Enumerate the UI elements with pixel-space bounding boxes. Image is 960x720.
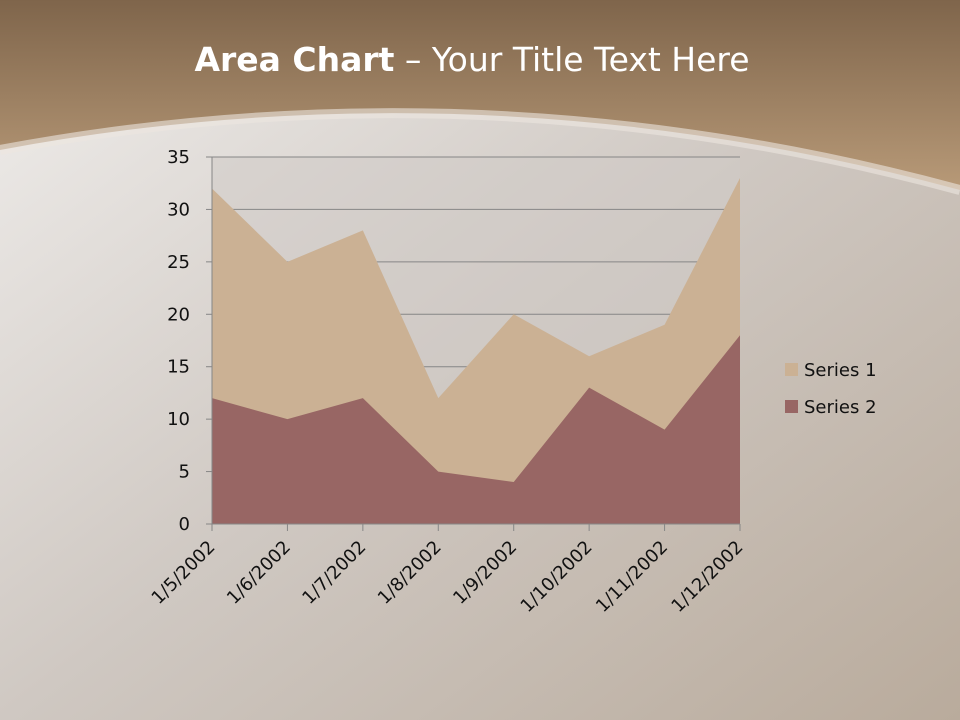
y-tick-label: 35 <box>167 147 190 168</box>
x-tick-label: 1/9/2002 <box>449 537 521 609</box>
area-series-2 <box>212 335 740 524</box>
y-tick-label: 20 <box>167 304 190 325</box>
x-tick-label: 1/7/2002 <box>298 537 370 609</box>
x-tick-label: 1/12/2002 <box>667 537 747 617</box>
y-tick-label: 5 <box>179 462 190 483</box>
legend-label: Series 2 <box>804 397 877 418</box>
legend-swatch <box>785 400 798 413</box>
y-tick-label: 25 <box>167 252 190 273</box>
x-tick-label: 1/5/2002 <box>148 537 220 609</box>
title-rest: – Your Title Text Here <box>394 40 750 79</box>
x-tick-label: 1/8/2002 <box>374 537 446 609</box>
legend-swatch <box>785 363 798 376</box>
y-tick-label: 15 <box>167 357 190 378</box>
y-tick-label: 10 <box>167 409 190 430</box>
legend-label: Series 1 <box>804 360 877 381</box>
y-tick-label: 0 <box>179 514 190 535</box>
x-tick-label: 1/11/2002 <box>592 537 672 617</box>
y-tick-label: 30 <box>167 199 190 220</box>
title-bold: Area Chart <box>194 40 395 79</box>
x-tick-label: 1/6/2002 <box>223 537 295 609</box>
x-tick-label: 1/10/2002 <box>517 537 597 617</box>
slide-title: Area Chart – Your Title Text Here <box>0 40 944 79</box>
